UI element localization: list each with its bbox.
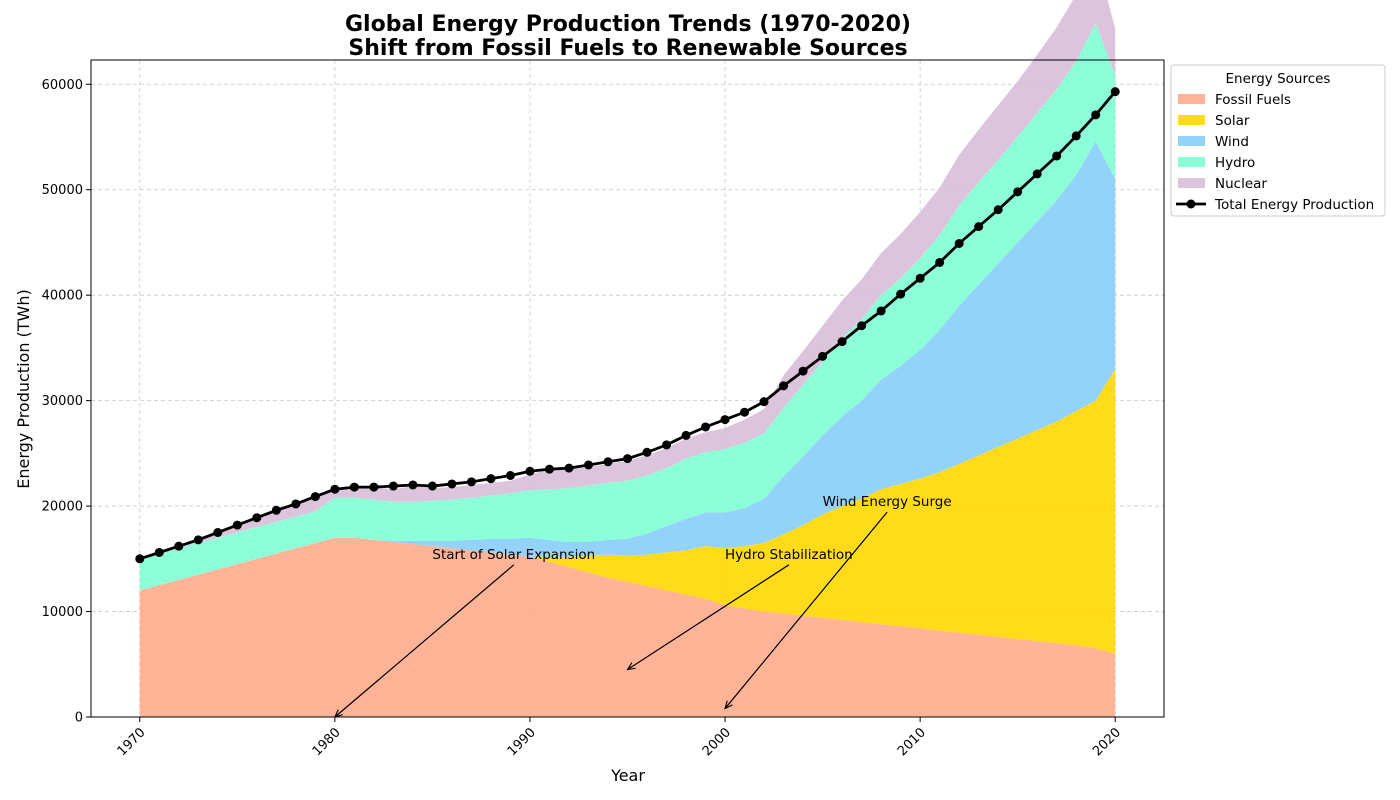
x-tick-label: 2000 — [700, 725, 734, 759]
total-point — [154, 547, 164, 557]
chart-subtitle: Shift from Fossil Fuels to Renewable Sou… — [348, 36, 907, 61]
total-point — [583, 460, 593, 470]
total-point — [525, 466, 535, 476]
legend-marker — [1186, 199, 1196, 209]
total-point — [915, 273, 925, 283]
y-tick-label: 10000 — [42, 605, 83, 620]
total-point — [818, 351, 828, 361]
legend-box — [1170, 64, 1386, 217]
legend-label: Hydro — [1215, 155, 1255, 171]
total-point — [213, 527, 223, 537]
legend-swatch — [1178, 115, 1205, 125]
y-axis-label: Energy Production (TWh) — [14, 289, 33, 489]
annotation-label: Wind Energy Surge — [823, 494, 952, 510]
total-point — [759, 397, 769, 407]
chart-title: Global Energy Production Trends (1970-20… — [345, 12, 911, 37]
total-point — [896, 289, 906, 299]
total-point — [993, 205, 1003, 215]
total-point — [447, 479, 457, 489]
total-point — [232, 520, 242, 530]
y-tick-label: 50000 — [42, 183, 83, 198]
total-point — [1071, 131, 1081, 141]
total-point — [623, 454, 632, 464]
annotation-arrow — [628, 564, 790, 670]
x-axis-label: Year — [610, 766, 645, 785]
total-point — [857, 321, 867, 331]
total-point — [174, 541, 184, 551]
total-point — [564, 463, 574, 473]
area-wind — [139, 141, 1116, 591]
y-tick-label: 30000 — [42, 394, 83, 409]
total-point — [954, 239, 964, 248]
legend-label: Solar — [1215, 113, 1250, 129]
total-point — [427, 481, 437, 491]
total-point — [1091, 110, 1101, 120]
total-point — [642, 447, 652, 457]
total-point — [603, 457, 613, 467]
x-tick-label: 1980 — [310, 725, 344, 759]
total-point — [349, 482, 359, 492]
area-hydro — [139, 23, 1116, 591]
total-point — [330, 484, 340, 494]
legend-swatch — [1178, 178, 1205, 188]
total-point — [193, 535, 203, 545]
stacked-areas — [139, 0, 1116, 717]
total-point — [408, 480, 418, 490]
total-point — [291, 499, 301, 509]
legend-swatch — [1178, 136, 1205, 146]
y-tick-label: 20000 — [42, 500, 83, 515]
annotation-arrow — [725, 511, 888, 708]
total-point — [1032, 169, 1042, 179]
total-point — [720, 415, 730, 425]
x-tick-label: 2010 — [895, 725, 929, 759]
total-point — [1013, 187, 1023, 197]
total-point — [135, 554, 145, 564]
total-point — [252, 513, 262, 523]
total-point — [466, 477, 476, 487]
total-point — [740, 407, 750, 417]
total-point — [310, 492, 320, 502]
legend-label: Fossil Fuels — [1215, 92, 1291, 108]
x-tick-label: 2020 — [1090, 725, 1124, 759]
legend-label: Total Energy Production — [1214, 197, 1374, 213]
annotation-label: Hydro Stabilization — [725, 547, 853, 563]
total-point — [1052, 151, 1062, 161]
y-tick-label: 0 — [75, 711, 83, 726]
total-point — [935, 257, 945, 267]
area-fossil-fuels — [139, 537, 1116, 717]
legend-swatch — [1178, 157, 1205, 167]
plot-frame — [90, 59, 1165, 718]
total-point — [1110, 87, 1120, 97]
legend-swatch — [1178, 94, 1205, 104]
total-point — [681, 430, 691, 440]
y-tick-label: 60000 — [42, 78, 83, 93]
total-point — [837, 337, 847, 347]
total-point — [486, 474, 496, 484]
total-point — [388, 481, 398, 491]
annotation-arrow — [335, 564, 515, 717]
legend: Energy Sources Fossil Fuels Solar Wind Hydr… — [1170, 64, 1386, 217]
total-point — [505, 471, 515, 480]
total-point — [876, 306, 886, 316]
total-point — [544, 464, 554, 474]
legend-label: Nuclear — [1215, 176, 1267, 192]
total-point — [662, 440, 672, 450]
total-line — [135, 87, 1120, 564]
total-point — [974, 222, 984, 232]
total-point — [701, 422, 711, 432]
total-point — [798, 366, 808, 376]
annotation-label: Start of Solar Expansion — [432, 547, 595, 563]
total-point — [779, 381, 789, 391]
y-tick-label: 40000 — [42, 289, 83, 304]
area-solar — [139, 368, 1116, 654]
total-point — [271, 505, 281, 515]
legend-title: Energy Sources — [1226, 71, 1331, 87]
legend-label: Wind — [1215, 134, 1249, 150]
annotations: Start of Solar Expansion Hydro Stabilizat… — [335, 494, 952, 717]
total-point — [369, 482, 379, 492]
x-tick-label: 1970 — [115, 725, 149, 759]
x-tick-label: 1990 — [505, 725, 539, 759]
